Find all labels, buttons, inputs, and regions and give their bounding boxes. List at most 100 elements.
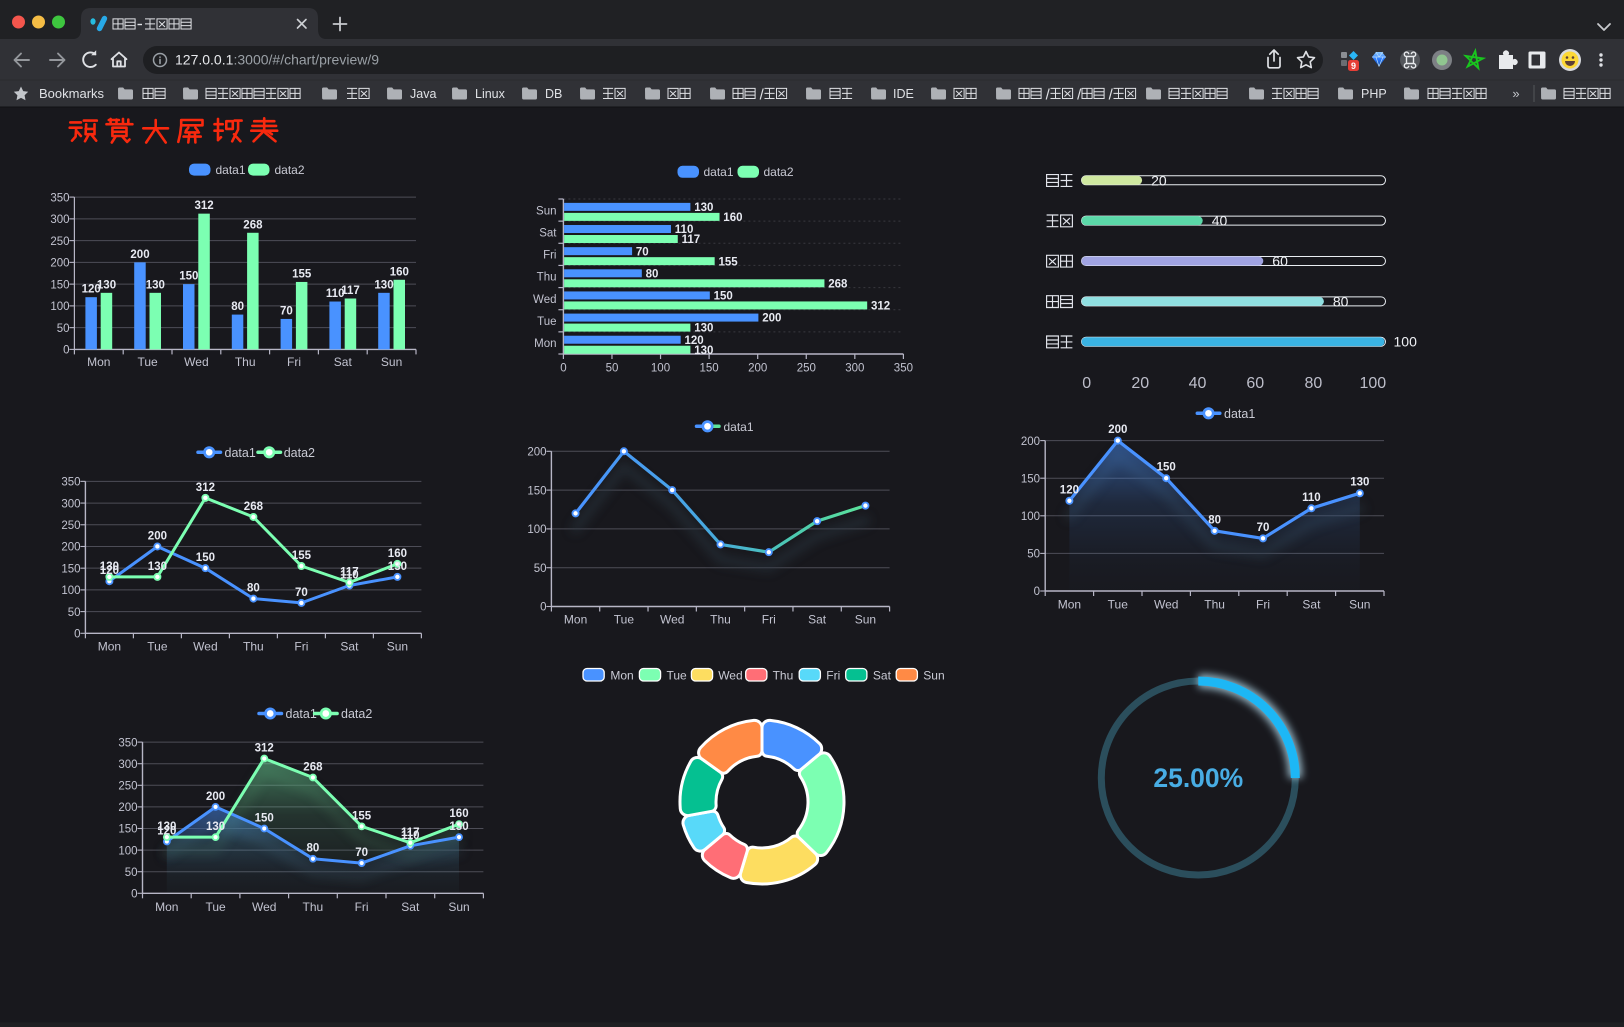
svg-text:120: 120: [1060, 484, 1079, 496]
svg-text:130: 130: [694, 345, 713, 357]
svg-text:130: 130: [694, 323, 713, 335]
svg-text:Mon: Mon: [564, 613, 587, 627]
svg-text:Thu: Thu: [303, 900, 324, 914]
svg-text:120: 120: [100, 565, 119, 577]
svg-text:Mon: Mon: [1058, 598, 1081, 612]
svg-text:130: 130: [100, 561, 119, 573]
svg-text:40: 40: [1189, 375, 1207, 392]
svg-text:300: 300: [61, 498, 80, 510]
svg-text:Wed: Wed: [1154, 598, 1178, 612]
svg-text:200: 200: [762, 313, 781, 325]
svg-text:117: 117: [340, 567, 359, 579]
svg-text:350: 350: [118, 737, 137, 749]
svg-text:150: 150: [50, 279, 69, 291]
svg-text:PHP: PHP: [1361, 87, 1387, 101]
svg-text:»: »: [1512, 86, 1519, 101]
svg-text:312: 312: [196, 482, 215, 494]
svg-text:data1: data1: [704, 165, 734, 179]
svg-text:200: 200: [61, 542, 80, 554]
svg-text:150: 150: [118, 824, 137, 836]
svg-text:Sat: Sat: [334, 355, 353, 369]
svg-text:150: 150: [700, 363, 719, 375]
svg-text:Tue: Tue: [614, 613, 635, 627]
svg-text:Thu: Thu: [1204, 598, 1225, 612]
svg-text:Sun: Sun: [1349, 598, 1370, 612]
svg-text:Sat: Sat: [340, 640, 359, 654]
svg-text:155: 155: [292, 550, 312, 562]
svg-text:50: 50: [606, 363, 619, 375]
svg-text:data1: data1: [724, 420, 754, 434]
svg-text:Mon: Mon: [534, 338, 556, 350]
svg-text:100: 100: [1394, 334, 1418, 350]
svg-text:Tue: Tue: [537, 316, 556, 328]
svg-text:Tue: Tue: [667, 668, 688, 682]
svg-text:155: 155: [292, 269, 312, 281]
svg-text:130: 130: [1350, 477, 1369, 489]
svg-text:50: 50: [125, 867, 138, 879]
svg-text:Mon: Mon: [610, 668, 633, 682]
svg-text:200: 200: [130, 249, 149, 261]
svg-text:25.00%: 25.00%: [1153, 763, 1243, 793]
svg-text:130: 130: [148, 561, 167, 573]
svg-text:150: 150: [1157, 462, 1176, 474]
svg-text:200: 200: [748, 363, 767, 375]
svg-text:Tue: Tue: [1108, 598, 1129, 612]
svg-text:Fri: Fri: [826, 668, 840, 682]
svg-text:200: 200: [206, 791, 225, 803]
svg-text:130: 130: [146, 279, 165, 291]
svg-text:268: 268: [244, 501, 264, 513]
svg-text:Wed: Wed: [718, 668, 742, 682]
svg-text:60: 60: [1246, 375, 1264, 392]
svg-text:150: 150: [196, 552, 215, 564]
svg-text:160: 160: [449, 808, 468, 820]
svg-text:Fri: Fri: [1256, 598, 1270, 612]
svg-text:127.0.0.1: 127.0.0.1: [175, 52, 234, 68]
svg-text:Sun: Sun: [536, 205, 556, 217]
svg-text:120: 120: [157, 826, 176, 838]
svg-text:Wed: Wed: [533, 294, 556, 306]
svg-text:Thu: Thu: [710, 613, 731, 627]
svg-text:117: 117: [401, 827, 420, 839]
svg-text:50: 50: [534, 563, 547, 575]
svg-text:110: 110: [326, 288, 345, 300]
svg-text:200: 200: [50, 258, 69, 270]
svg-text:150: 150: [255, 813, 274, 825]
svg-text:data2: data2: [284, 446, 315, 460]
svg-text:80: 80: [307, 843, 320, 855]
svg-text:80: 80: [231, 301, 244, 313]
svg-text:250: 250: [50, 236, 69, 248]
svg-text:80: 80: [1208, 514, 1221, 526]
svg-text:150: 150: [527, 485, 546, 497]
svg-text:60: 60: [1272, 253, 1288, 269]
svg-text:250: 250: [797, 363, 816, 375]
svg-text:Sat: Sat: [1302, 598, 1321, 612]
svg-text:data1: data1: [286, 707, 317, 721]
svg-text:130: 130: [97, 279, 116, 291]
svg-text:0: 0: [560, 363, 566, 375]
svg-text:Bookmarks: Bookmarks: [39, 86, 105, 101]
svg-text:Thu: Thu: [235, 355, 256, 369]
svg-text:70: 70: [636, 246, 649, 258]
svg-text:155: 155: [352, 810, 372, 822]
svg-text:268: 268: [303, 762, 323, 774]
svg-text:70: 70: [355, 847, 368, 859]
svg-text:20: 20: [1151, 172, 1167, 188]
svg-text:130: 130: [694, 202, 713, 214]
svg-text:100: 100: [1359, 375, 1386, 392]
svg-text:160: 160: [388, 548, 407, 560]
svg-text::3000/#/chart/preview/9: :3000/#/chart/preview/9: [234, 52, 380, 68]
svg-text:Sun: Sun: [387, 640, 408, 654]
svg-text:130: 130: [206, 821, 225, 833]
svg-text:0: 0: [131, 889, 137, 901]
svg-text:100: 100: [1021, 511, 1040, 523]
svg-text:110: 110: [401, 830, 420, 842]
svg-text:40: 40: [1212, 213, 1228, 229]
svg-text:0: 0: [63, 345, 69, 357]
svg-text:120: 120: [82, 284, 101, 296]
svg-text:200: 200: [118, 802, 137, 814]
svg-text:150: 150: [1021, 473, 1040, 485]
svg-text:150: 150: [61, 563, 80, 575]
svg-text:Tue: Tue: [147, 640, 168, 654]
svg-text:Tue: Tue: [137, 355, 158, 369]
svg-text:Tue: Tue: [205, 900, 226, 914]
